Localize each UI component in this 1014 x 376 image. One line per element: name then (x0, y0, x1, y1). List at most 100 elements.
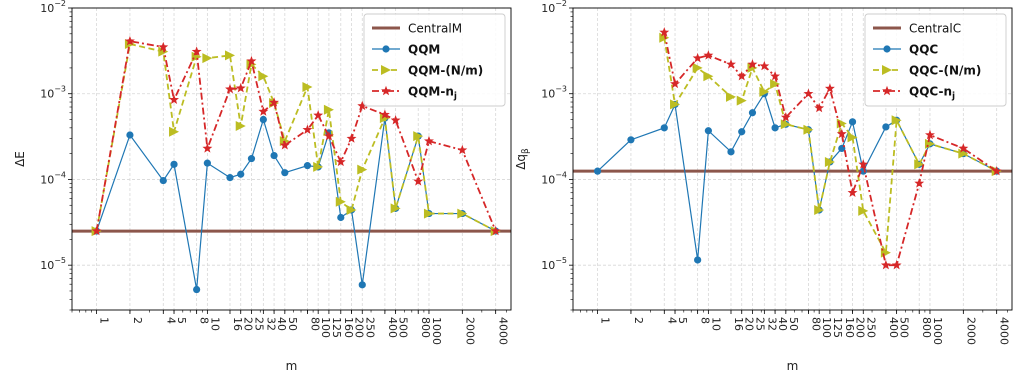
data-point (914, 178, 925, 188)
data-point (858, 159, 869, 169)
x-tick-label: 2000 (964, 317, 977, 345)
y-tick-label: 10−4 (40, 170, 66, 186)
x-tick-label: 20 (743, 317, 756, 331)
legend-marker (382, 45, 390, 53)
series-line (663, 32, 998, 267)
data-point (836, 128, 847, 139)
x-tick-label: 32 (264, 317, 277, 331)
data-point (203, 159, 211, 167)
data-point (848, 118, 857, 126)
legend-label: QQC-nj (909, 85, 955, 102)
legend-label: QQM (408, 43, 440, 57)
data-point (670, 99, 681, 110)
y-axis: 10−5 10−4 10−3 10−2 (40, 0, 72, 272)
x-tick-label: 1 (98, 317, 111, 324)
x-tick-label: 250 (864, 317, 877, 338)
legend-box (864, 13, 1007, 107)
data-point (694, 256, 702, 264)
data-point (346, 133, 357, 143)
x-tick-label: 2000 (463, 317, 476, 345)
data-point (423, 208, 434, 219)
x-tick-label: 25 (252, 317, 265, 331)
data-point (925, 129, 935, 140)
y-tick-label: 10−5 (541, 256, 567, 272)
x-tick-label: 400 (386, 317, 399, 338)
x-tick-label: 160 (843, 317, 856, 338)
y-tick-label: 10−3 (40, 85, 66, 101)
x-tick-label: 500 (898, 317, 911, 338)
x-tick-label: 200 (353, 317, 366, 338)
data-point (237, 170, 245, 178)
data-point (226, 174, 234, 182)
x-tick-label: 2 (632, 317, 645, 324)
data-point (490, 225, 501, 236)
data-point (424, 135, 434, 146)
x-tick-label: 80 (809, 317, 822, 331)
data-point (258, 71, 269, 82)
x-tick-label: 32 (765, 317, 778, 331)
legend-marker (882, 65, 892, 75)
data-point (279, 140, 290, 150)
data-point (379, 113, 390, 124)
series-line (597, 92, 997, 261)
legend-marker (883, 45, 891, 53)
legend-marker (381, 65, 391, 75)
data-point (202, 143, 213, 153)
data-point (659, 27, 670, 37)
data-point (225, 83, 235, 94)
data-point (814, 102, 825, 113)
data-point (158, 46, 169, 57)
data-point (413, 176, 424, 186)
data-point (337, 213, 345, 222)
data-point (235, 121, 246, 132)
data-point (224, 50, 235, 61)
x-tick-label: 10 (709, 317, 722, 331)
data-point (358, 281, 366, 289)
data-point (736, 95, 747, 106)
data-point (747, 59, 758, 69)
x-tick-label: 10 (208, 317, 221, 331)
data-point (413, 131, 424, 142)
x-tick-label: 5 (676, 317, 689, 324)
y-axis: 10−5 10−4 10−3 10−2 (541, 0, 573, 272)
x-tick-label: 8 (699, 317, 712, 324)
data-point (335, 156, 346, 167)
data-point (780, 112, 791, 122)
x-tick-label: 125 (330, 317, 343, 338)
data-point (704, 127, 712, 135)
x-tick-label: 125 (831, 317, 844, 338)
data-point (703, 50, 714, 60)
data-point (202, 53, 213, 64)
x-tick-label: 40 (776, 317, 789, 331)
data-point (847, 132, 858, 143)
data-point (803, 88, 814, 98)
legend-label: QQC-(N/m) (909, 64, 981, 78)
x-tick-label: 8 (198, 317, 211, 324)
series-line (663, 37, 998, 256)
data-point (302, 124, 313, 134)
data-point (91, 225, 102, 236)
data-point (593, 167, 602, 175)
data-point (858, 205, 869, 216)
x-tick-label: 200 (854, 317, 867, 338)
data-point (814, 205, 825, 216)
data-point (259, 115, 267, 124)
legend: CentralC QQC QQC-(N/m) QQC-nj (864, 13, 1007, 107)
axes-frame (572, 7, 1013, 311)
data-point (824, 156, 835, 167)
data-point (379, 109, 390, 119)
data-point (748, 109, 757, 117)
data-point (323, 130, 334, 141)
data-point (824, 83, 835, 93)
data-point (747, 62, 758, 73)
data-point (191, 46, 202, 56)
y-tick-label: 10−4 (541, 170, 567, 186)
data-point (302, 81, 313, 92)
data-point (891, 115, 902, 126)
data-point (170, 160, 178, 168)
x-axis-label: m (787, 359, 799, 373)
data-point (692, 62, 703, 73)
data-point (627, 136, 635, 144)
